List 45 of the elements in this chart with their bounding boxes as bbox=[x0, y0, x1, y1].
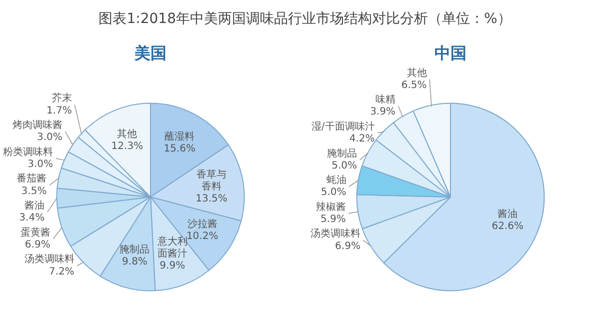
slice-label: 酱油 bbox=[498, 208, 518, 220]
slice-label: 烤肉调味酱 bbox=[12, 119, 62, 132]
data-label: 62.6% bbox=[492, 221, 524, 232]
data-label: 6.9% bbox=[335, 240, 360, 252]
data-label: 3.5% bbox=[21, 186, 47, 197]
data-label: 1.7% bbox=[46, 105, 72, 116]
data-label: 3.0% bbox=[36, 132, 62, 144]
slice-label: 蚝油 bbox=[326, 174, 346, 186]
slice-label: 湿/干面调味汁 bbox=[311, 120, 375, 132]
data-label: 4.2% bbox=[349, 134, 375, 145]
slice-label: 意大利面酱汁 bbox=[156, 236, 188, 260]
slice-label: 汤类调味料 bbox=[310, 228, 360, 240]
slice-label: 味精 bbox=[375, 94, 396, 106]
data-label: 10.2% bbox=[186, 230, 218, 242]
data-label: 3.0% bbox=[28, 158, 54, 170]
slice-label: 酱油 bbox=[24, 200, 45, 212]
slice-label: 蛋黄酱 bbox=[20, 226, 50, 238]
data-label: 12.3% bbox=[111, 141, 144, 152]
slice-label: 腌制品 bbox=[120, 243, 150, 256]
data-label: 3.9% bbox=[370, 106, 396, 118]
text: 图表1:2018年中美两国调味品行业市场结构对比分析（单位：%） bbox=[98, 10, 512, 29]
data-label: 7.2% bbox=[48, 266, 74, 278]
chart-subtitle: 中国 bbox=[434, 44, 466, 62]
slice-label: 其他 bbox=[406, 66, 427, 79]
chart-subtitle: 美国 bbox=[134, 44, 166, 62]
slice-label: 番茄酱 bbox=[16, 172, 47, 185]
data-label: 13.5% bbox=[196, 193, 228, 204]
slice-label: 粉类调味料 bbox=[3, 146, 54, 158]
slice-label: 其他 bbox=[117, 128, 138, 140]
data-label: 6.5% bbox=[401, 80, 427, 91]
slice-label: 腌制品 bbox=[327, 147, 358, 160]
slice-label: 香草与香料 bbox=[196, 168, 227, 192]
data-label: 9.9% bbox=[160, 260, 186, 272]
slice-label: 芥末 bbox=[52, 92, 72, 104]
slice-label: 沙拉酱 bbox=[187, 218, 218, 230]
data-label: 5.0% bbox=[332, 160, 358, 172]
data-label: 3.4% bbox=[19, 212, 45, 224]
slice-label: 辣椒酱 bbox=[316, 200, 346, 213]
data-label: 9.8% bbox=[122, 256, 148, 268]
slice-label: 汤类调味料 bbox=[24, 253, 74, 266]
data-label: 15.6% bbox=[164, 144, 196, 155]
slice-label: 蘸湿料 bbox=[164, 130, 195, 143]
data-label: 5.0% bbox=[320, 187, 346, 198]
data-label: 6.9% bbox=[24, 239, 50, 250]
data-label: 5.9% bbox=[320, 214, 346, 225]
